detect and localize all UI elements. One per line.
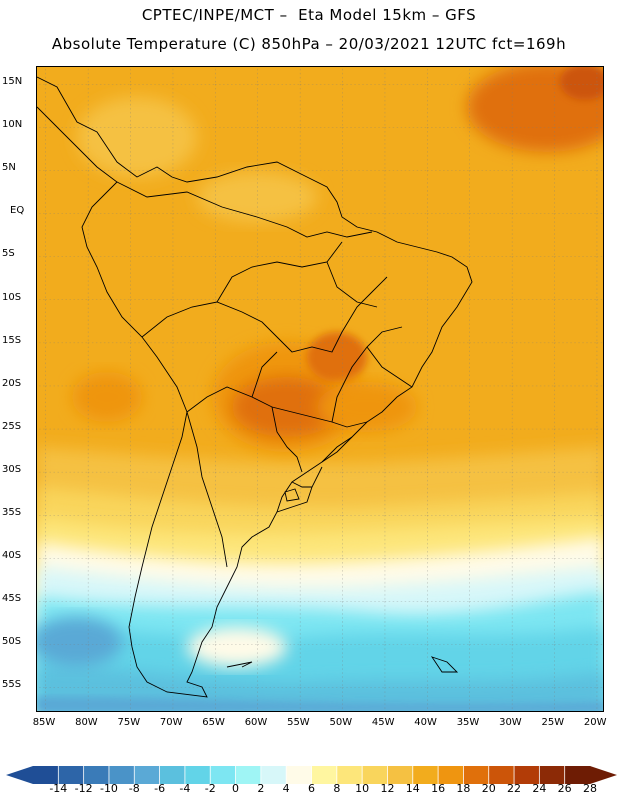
colorbar-tick-label: 26	[557, 782, 572, 795]
colorbar-left-arrow	[6, 766, 33, 784]
colorbar-tick-label: 6	[308, 782, 315, 795]
colorbar-tick-label: 18	[456, 782, 471, 795]
colorbar-tick-label: 22	[507, 782, 522, 795]
colorbar-swatch	[539, 766, 565, 784]
map-title-line-2: Absolute Temperature (C) 850hPa – 20/03/…	[51, 35, 567, 53]
colorbar-swatch	[362, 766, 388, 784]
colorbar-right-arrow	[590, 766, 617, 784]
lat-label: 25S	[2, 420, 22, 432]
lat-label: 55S	[2, 679, 22, 691]
lat-label: 30S	[2, 463, 22, 475]
colorbar-tick-label: 0	[232, 782, 240, 795]
lon-label: 40W	[414, 717, 437, 728]
colorbar-swatch	[210, 766, 236, 784]
colorbar-swatch	[33, 766, 59, 784]
lat-label: 20S	[2, 377, 22, 389]
lon-label: 45W	[371, 717, 395, 728]
colorbar-tick-label: 20	[481, 782, 496, 795]
colorbar-swatch	[159, 766, 186, 784]
colorbar-swatch	[134, 766, 160, 784]
lat-label: 15N	[2, 76, 23, 87]
lat-label: 10N	[2, 119, 23, 131]
colorbar-tick-label: 14	[405, 782, 420, 795]
temperature-colorbar	[6, 766, 617, 784]
lon-label: 85W	[32, 717, 56, 728]
lat-label: 15S	[2, 334, 22, 346]
lat-label: 10S	[2, 291, 22, 303]
colorbar-tick-label: 10	[355, 782, 370, 795]
colorbar-swatch	[564, 766, 591, 784]
colorbar-swatch	[387, 766, 414, 784]
colorbar-swatch	[108, 766, 135, 784]
colorbar-swatch	[463, 766, 490, 784]
lat-label: EQ	[10, 205, 25, 217]
lat-label: 5S	[2, 248, 15, 260]
lon-label: 75W	[117, 717, 141, 728]
lat-label: 35S	[2, 507, 22, 518]
lon-label: 25W	[541, 717, 565, 728]
colorbar-swatch	[286, 766, 312, 784]
colorbar-swatch	[260, 766, 287, 784]
colorbar-swatch	[412, 766, 439, 784]
temperature-map	[36, 66, 604, 712]
colorbar-tick-label: 28	[583, 782, 597, 795]
lon-label: 55W	[287, 717, 310, 728]
colorbar-tick-label: -4	[179, 782, 191, 795]
colorbar-swatch	[184, 766, 211, 784]
lat-label: 50S	[2, 636, 22, 648]
lat-label: 40S	[2, 550, 22, 562]
lon-label: 50W	[329, 717, 353, 728]
colorbar-tick-label: -12	[74, 782, 93, 795]
colorbar-tick-label: -14	[49, 782, 68, 795]
lat-label: 45S	[2, 593, 22, 605]
colorbar-swatch	[488, 766, 515, 784]
lat-lon-grid	[37, 67, 603, 711]
colorbar-tick-label: 4	[282, 782, 290, 795]
colorbar-tick-label: -6	[154, 782, 166, 795]
colorbar-swatch	[514, 766, 540, 784]
lon-label: 65W	[202, 717, 225, 728]
colorbar-tick-label: 2	[257, 782, 265, 795]
colorbar-swatch	[438, 766, 464, 784]
colorbar-tick-label: 24	[532, 782, 547, 795]
colorbar-swatch	[58, 766, 84, 784]
colorbar-tick-label: -8	[128, 782, 140, 795]
lon-label: 20W	[583, 717, 607, 728]
colorbar-swatch	[235, 766, 262, 784]
colorbar-tick-label: -2	[204, 782, 216, 795]
lon-label: 70W	[159, 717, 183, 728]
lon-label: 30W	[499, 717, 522, 728]
map-title-line-1: CPTEC/INPE/MCT – Eta Model 15km – GFS	[141, 6, 477, 24]
colorbar-swatch	[336, 766, 363, 784]
colorbar-swatch	[83, 766, 110, 784]
colorbar-swatch	[311, 766, 338, 784]
colorbar-tick-label: 8	[333, 782, 341, 795]
colorbar-tick-label: 12	[380, 782, 395, 795]
colorbar-tick-label: 16	[431, 782, 446, 795]
lon-label: 60W	[244, 717, 268, 728]
lon-label: 80W	[75, 717, 98, 728]
lat-label: 5N	[2, 162, 16, 174]
temperature-field-svg	[37, 67, 603, 711]
lon-label: 35W	[456, 717, 480, 728]
colorbar-tick-label: -10	[99, 782, 118, 795]
coastline-and-borders	[37, 76, 473, 698]
